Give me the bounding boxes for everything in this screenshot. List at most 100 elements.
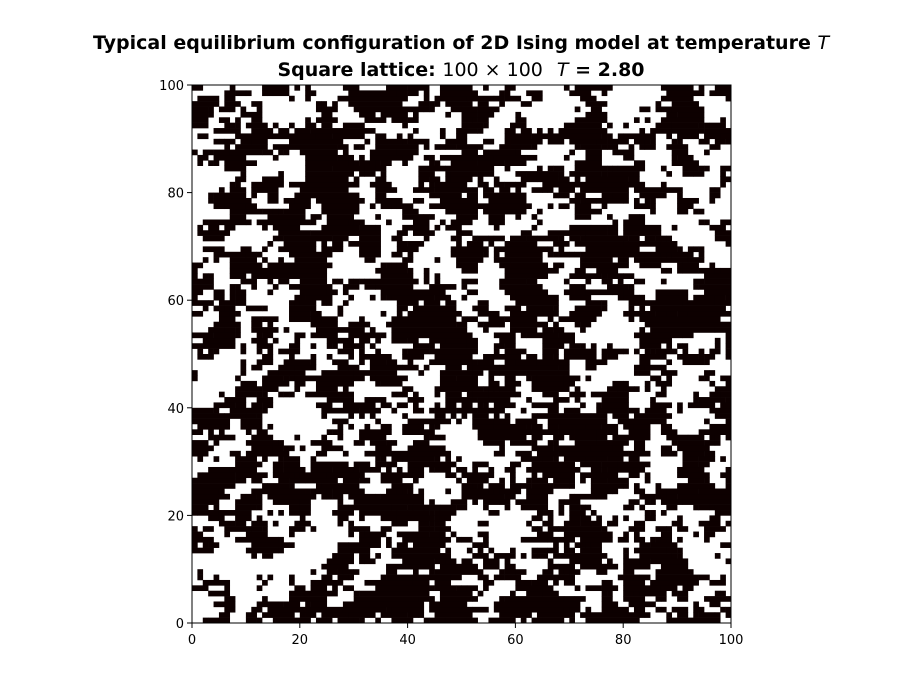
- spin-down-cells: [628, 214, 640, 220]
- spin-down-cells: [240, 364, 247, 371]
- spin-down-cells: [229, 106, 236, 113]
- spin-down-cells: [612, 219, 619, 226]
- spin-down-cells: [202, 579, 231, 586]
- spin-down-cells: [660, 386, 667, 392]
- spin-down-cells: [499, 606, 565, 613]
- spin-down-cells: [396, 510, 430, 516]
- spin-down-cells: [380, 289, 441, 296]
- spin-down-cells: [633, 574, 640, 581]
- spin-down-cells: [725, 466, 732, 473]
- spin-down-cells: [321, 370, 354, 376]
- spin-down-cells: [391, 617, 414, 624]
- spin-down-cells: [682, 472, 710, 479]
- spin-down-cells: [704, 149, 710, 156]
- spin-down-cells: [310, 230, 349, 236]
- spin-down-cells: [429, 214, 435, 220]
- spin-down-cells: [547, 203, 554, 210]
- spin-down-cells: [725, 606, 732, 613]
- spin-down-cells: [429, 466, 435, 473]
- spin-down-cells: [574, 289, 586, 296]
- spin-down-cells: [677, 138, 683, 145]
- spin-down-cells: [192, 375, 198, 382]
- spin-down-cells: [461, 106, 478, 113]
- spin-down-cells: [305, 176, 349, 183]
- spin-down-cells: [596, 429, 608, 435]
- spin-down-cells: [434, 160, 441, 166]
- chart-subtitle: Square lattice: 100 × 100 T = 2.80: [277, 59, 644, 81]
- spin-down-cells: [262, 332, 268, 339]
- spin-down-cells: [655, 493, 662, 500]
- spin-down-cells: [283, 359, 311, 366]
- spin-down-cells: [628, 235, 640, 242]
- spin-down-cells: [558, 510, 565, 516]
- spin-down-cells: [644, 515, 656, 522]
- spin-down-cells: [623, 504, 635, 511]
- spin-down-cells: [240, 397, 247, 403]
- spin-down-cells: [725, 380, 732, 387]
- spin-down-cells: [569, 337, 575, 344]
- spin-down-cells: [585, 542, 592, 548]
- spin-down-cells: [687, 579, 699, 586]
- spin-down-cells: [434, 585, 457, 592]
- spin-down-cells: [192, 504, 209, 511]
- spin-down-cells: [677, 343, 683, 349]
- spin-down-cells: [289, 574, 295, 581]
- spin-down-cells: [466, 364, 473, 371]
- spin-down-cells: [617, 574, 635, 581]
- spin-down-cells: [337, 499, 344, 505]
- spin-down-cells: [617, 294, 624, 301]
- spin-down-cells: [418, 429, 435, 435]
- x-tick-label: 100: [719, 633, 744, 648]
- spin-down-cells: [305, 612, 317, 618]
- spin-down-cells: [402, 160, 408, 166]
- spin-down-cells: [580, 262, 592, 269]
- spin-down-cells: [531, 461, 575, 468]
- spin-down-cells: [229, 450, 241, 457]
- spin-down-cells: [504, 375, 511, 382]
- spin-down-cells: [445, 456, 452, 462]
- spin-down-cells: [515, 294, 559, 301]
- spin-down-cells: [623, 563, 640, 570]
- spin-down-cells: [628, 526, 646, 532]
- spin-down-cells: [359, 144, 365, 150]
- spin-down-cells: [510, 466, 516, 473]
- spin-down-cells: [348, 154, 354, 161]
- spin-down-cells: [305, 154, 338, 161]
- spin-down-cells: [531, 547, 538, 554]
- spin-down-cells: [504, 359, 516, 366]
- spin-down-cells: [687, 203, 694, 210]
- spin-down-cells: [531, 423, 538, 430]
- spin-down-cells: [353, 181, 360, 188]
- spin-down-cells: [542, 305, 554, 312]
- spin-down-cells: [660, 493, 667, 500]
- spin-down-cells: [526, 466, 532, 473]
- spin-down-cells: [504, 85, 511, 91]
- x-tick-label: 60: [507, 633, 524, 648]
- spin-down-cells: [359, 171, 365, 177]
- spin-down-cells: [633, 197, 640, 204]
- spin-down-cells: [693, 397, 699, 403]
- spin-down-cells: [380, 380, 403, 387]
- spin-down-cells: [655, 574, 699, 581]
- spin-down-cells: [677, 111, 705, 118]
- spin-down-cells: [531, 526, 538, 532]
- spin-down-cells: [375, 617, 381, 624]
- spin-down-cells: [590, 488, 597, 495]
- spin-down-cells: [342, 289, 349, 296]
- spin-down-cells: [547, 558, 554, 565]
- spin-down-cells: [332, 235, 349, 242]
- spin-down-cells: [305, 606, 322, 613]
- spin-down-cells: [677, 133, 689, 140]
- spin-down-cells: [542, 585, 554, 592]
- spin-down-cells: [526, 520, 532, 527]
- spin-down-cells: [655, 235, 667, 242]
- spin-down-cells: [558, 203, 565, 210]
- spin-down-cells: [375, 165, 387, 172]
- spin-down-cells: [601, 590, 608, 597]
- spin-down-cells: [601, 305, 608, 312]
- spin-down-cells: [380, 111, 408, 118]
- spin-down-cells: [391, 251, 403, 258]
- spin-down-cells: [569, 483, 575, 489]
- spin-down-cells: [714, 138, 726, 145]
